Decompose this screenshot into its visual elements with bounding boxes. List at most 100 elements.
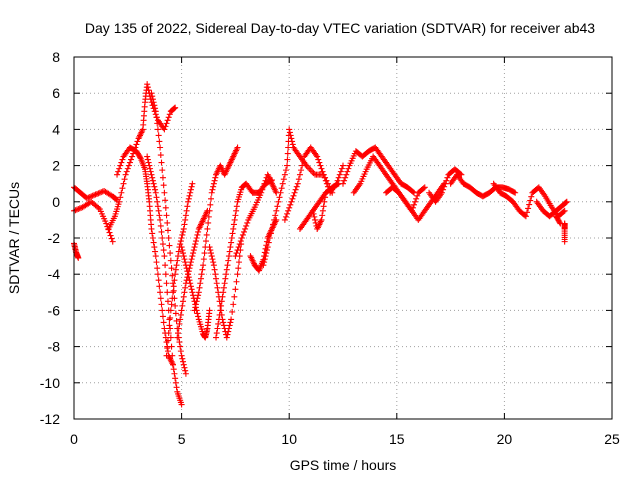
data-point <box>178 235 185 241</box>
y-tick-label: 6 <box>52 85 60 101</box>
data-point <box>115 168 122 175</box>
data-point <box>444 174 451 181</box>
data-point <box>157 216 164 223</box>
data-point <box>176 339 183 346</box>
data-point <box>177 343 184 350</box>
data-point <box>286 129 293 136</box>
series-arc-9 <box>174 207 211 341</box>
data-point <box>228 235 235 241</box>
data-point <box>233 203 240 210</box>
data-point <box>215 289 222 296</box>
data-point <box>133 141 140 148</box>
data-point <box>160 319 167 326</box>
data-point <box>190 292 197 299</box>
data-point <box>205 219 212 226</box>
data-point <box>266 235 273 241</box>
data-point <box>182 284 189 291</box>
data-point <box>314 153 321 160</box>
data-point <box>279 180 286 187</box>
data-point <box>169 280 176 287</box>
data-point <box>200 256 207 263</box>
data-point <box>164 337 171 344</box>
data-point <box>229 308 236 315</box>
data-point <box>157 222 164 229</box>
data-point <box>149 230 156 237</box>
data-point <box>270 221 277 228</box>
data-point <box>83 195 90 202</box>
data-point <box>151 102 158 109</box>
series-arc-8 <box>163 180 196 359</box>
data-point <box>166 322 173 329</box>
data-point <box>195 292 202 299</box>
data-point <box>271 216 278 223</box>
data-point <box>217 307 224 314</box>
data-point <box>320 171 327 178</box>
data-point <box>344 168 351 175</box>
data-point <box>189 253 196 260</box>
data-point <box>177 316 184 323</box>
data-point <box>213 334 220 341</box>
data-point <box>180 361 187 368</box>
data-point <box>335 174 342 181</box>
data-point <box>284 210 291 217</box>
data-point <box>154 198 161 205</box>
data-point <box>413 195 420 202</box>
data-point <box>75 254 82 261</box>
data-point <box>208 189 215 196</box>
data-point <box>164 348 171 355</box>
data-point <box>76 205 83 212</box>
data-point <box>168 343 175 350</box>
data-point <box>238 235 245 241</box>
data-point <box>185 198 192 205</box>
data-point <box>114 171 121 178</box>
y-tick-label: 4 <box>52 121 60 137</box>
data-point <box>155 207 162 214</box>
data-point <box>187 189 194 196</box>
data-point <box>282 167 289 174</box>
data-point <box>287 201 294 208</box>
data-point <box>185 195 192 202</box>
y-tick-label: 8 <box>52 49 60 65</box>
data-point <box>163 280 170 287</box>
data-point <box>560 208 567 215</box>
data-point <box>232 212 239 219</box>
data-point <box>154 265 161 272</box>
data-point <box>164 289 171 296</box>
data-point <box>276 194 283 201</box>
data-point <box>226 322 233 329</box>
data-point <box>193 298 200 305</box>
data-point <box>192 238 199 245</box>
data-point <box>231 216 238 223</box>
data-point <box>320 203 327 210</box>
data-point <box>220 284 227 291</box>
data-point <box>156 212 163 219</box>
data-point <box>159 307 166 314</box>
data-point <box>234 271 241 278</box>
plot-frame <box>73 56 613 420</box>
data-point <box>323 180 330 187</box>
data-point <box>411 201 418 208</box>
data-point <box>160 182 167 189</box>
data-point <box>172 271 179 278</box>
data-point <box>235 259 242 266</box>
series-arc-1 <box>71 184 121 203</box>
data-point <box>223 271 230 278</box>
data-point <box>194 295 201 302</box>
data-point <box>88 193 95 200</box>
data-point <box>182 370 189 377</box>
data-point <box>174 334 181 341</box>
data-point <box>173 262 180 269</box>
data-point <box>306 165 313 172</box>
data-point <box>213 275 220 282</box>
data-point <box>281 216 288 223</box>
data-point <box>244 219 251 226</box>
data-point <box>230 221 237 228</box>
data-point <box>226 248 233 255</box>
data-point <box>228 316 235 323</box>
data-point <box>223 266 230 273</box>
data-point <box>144 153 151 160</box>
data-point <box>563 199 570 206</box>
data-point <box>154 203 161 210</box>
data-point <box>443 177 450 184</box>
data-point <box>145 87 152 94</box>
